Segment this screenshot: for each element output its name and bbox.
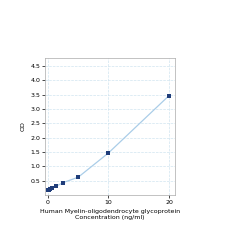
Point <box>50 186 54 190</box>
Point <box>76 175 80 179</box>
Point <box>54 184 58 188</box>
Point <box>167 94 171 98</box>
Point <box>46 188 50 192</box>
Point <box>47 188 51 192</box>
Point <box>106 151 110 155</box>
X-axis label: Human Myelin-oligodendrocyte glycoprotein
Concentration (ng/ml): Human Myelin-oligodendrocyte glycoprotei… <box>40 209 180 220</box>
Point <box>48 188 52 192</box>
Y-axis label: OD: OD <box>21 121 26 131</box>
Point <box>61 180 65 184</box>
